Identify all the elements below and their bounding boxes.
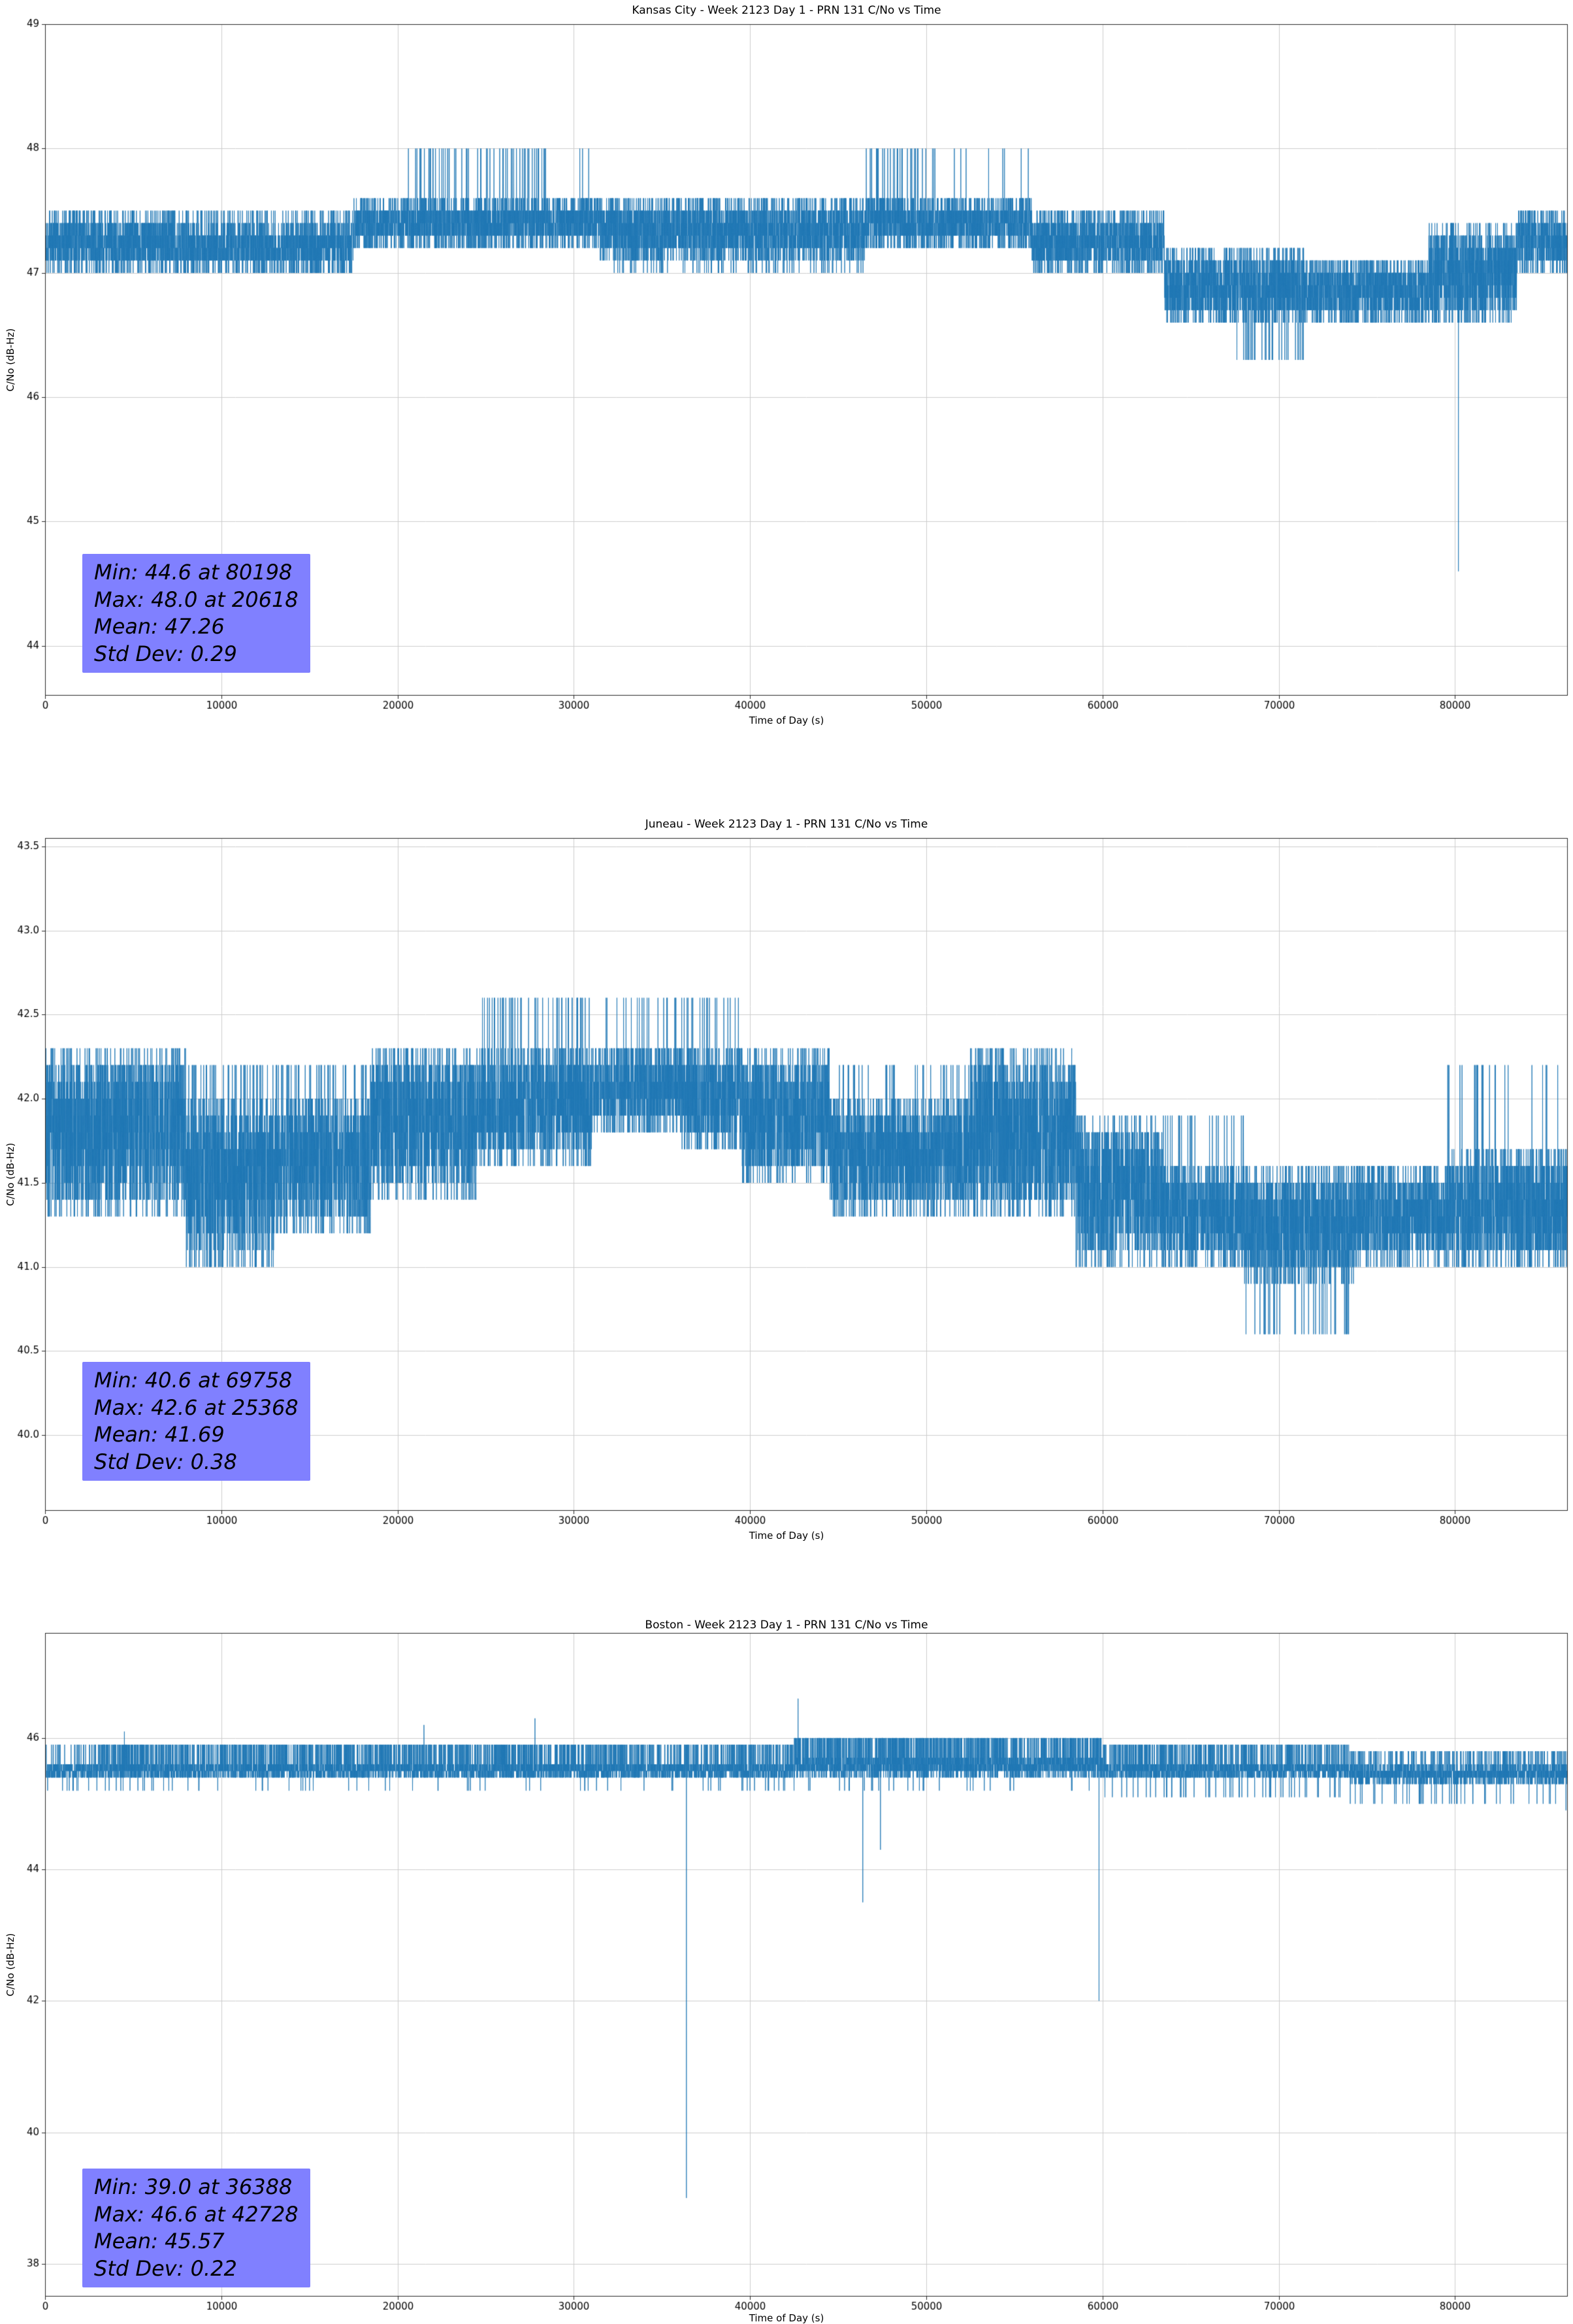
stats-min: Min: 39.0 at 36388 — [94, 2174, 293, 2199]
figure-juneau: Juneau - Week 2123 Day 1 - PRN 131 C/No … — [0, 810, 1573, 1548]
stats-box-kansas-city: Min: 44.6 at 80198 Max: 48.0 at 20618 Me… — [82, 554, 310, 673]
stats-min: Min: 40.6 at 69758 — [94, 1368, 293, 1393]
stats-max: Max: 42.6 at 25368 — [94, 1395, 299, 1420]
chart-title-boston: Boston - Week 2123 Day 1 - PRN 131 C/No … — [645, 1619, 928, 1632]
stats-mean: Mean: 47.26 — [94, 614, 225, 639]
stats-box-juneau: Min: 40.6 at 69758 Max: 42.6 at 25368 Me… — [82, 1362, 310, 1481]
stats-stddev: Std Dev: 0.38 — [94, 1449, 237, 1474]
x-axis-label-kansas-city: Time of Day (s) — [749, 715, 824, 726]
chart-title-kansas-city: Kansas City - Week 2123 Day 1 - PRN 131 … — [632, 4, 941, 17]
stats-stddev: Std Dev: 0.29 — [94, 641, 237, 666]
x-axis-label-boston: Time of Day (s) — [749, 2312, 824, 2324]
y-axis-label-juneau: C/No (dB-Hz) — [5, 1142, 16, 1206]
stats-min: Min: 44.6 at 80198 — [94, 560, 293, 585]
stats-max: Max: 48.0 at 20618 — [94, 587, 299, 612]
stats-box-boston: Min: 39.0 at 36388 Max: 46.6 at 42728 Me… — [82, 2169, 310, 2288]
stats-max: Max: 46.6 at 42728 — [94, 2201, 299, 2227]
stats-mean: Mean: 45.57 — [94, 2229, 225, 2254]
x-axis-label-juneau: Time of Day (s) — [749, 1530, 824, 1541]
chart-title-juneau: Juneau - Week 2123 Day 1 - PRN 131 C/No … — [645, 818, 928, 831]
figure-boston: Boston - Week 2123 Day 1 - PRN 131 C/No … — [0, 1613, 1573, 2324]
stats-mean: Mean: 41.69 — [94, 1422, 225, 1447]
figure-kansas-city: Kansas City - Week 2123 Day 1 - PRN 131 … — [0, 0, 1573, 738]
y-axis-label-boston: C/No (dB-Hz) — [5, 1933, 16, 1997]
y-axis-label-kansas-city: C/No (dB-Hz) — [5, 328, 16, 392]
stats-stddev: Std Dev: 0.22 — [94, 2255, 237, 2281]
